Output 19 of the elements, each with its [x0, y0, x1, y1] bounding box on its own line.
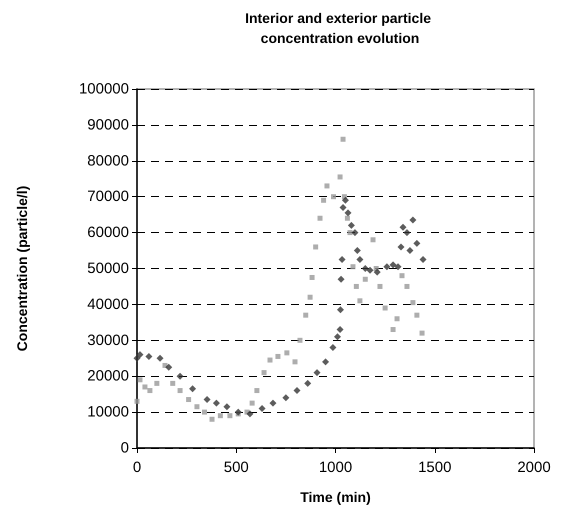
- x-axis-title: Time (min): [300, 489, 371, 505]
- x-tick-label: 2000: [517, 459, 551, 476]
- y-tick-label: 80000: [87, 152, 129, 170]
- y-tick-label: 60000: [87, 224, 129, 242]
- y-tick-label: 20000: [87, 368, 129, 385]
- x-tick-label: 500: [224, 459, 249, 476]
- y-tick-label: 70000: [87, 188, 129, 206]
- chart-title: Interior and exterior particle concentration evolution: [245, 10, 435, 46]
- y-tick-label: 0: [120, 440, 129, 456]
- y-tick-label: 90000: [87, 116, 129, 134]
- x-tick-label: 1500: [418, 459, 452, 476]
- y-tick-label: 100000: [78, 80, 129, 98]
- y-tick-label: 50000: [87, 260, 129, 277]
- x-tick-label: 0: [132, 459, 142, 476]
- y-tick-label: 10000: [87, 404, 129, 421]
- y-axis-title: Concentration (particle/l): [14, 186, 30, 352]
- y-tick-label: 40000: [87, 296, 129, 313]
- y-tick-label: 30000: [87, 332, 129, 349]
- x-tick-label: 1000: [318, 459, 352, 476]
